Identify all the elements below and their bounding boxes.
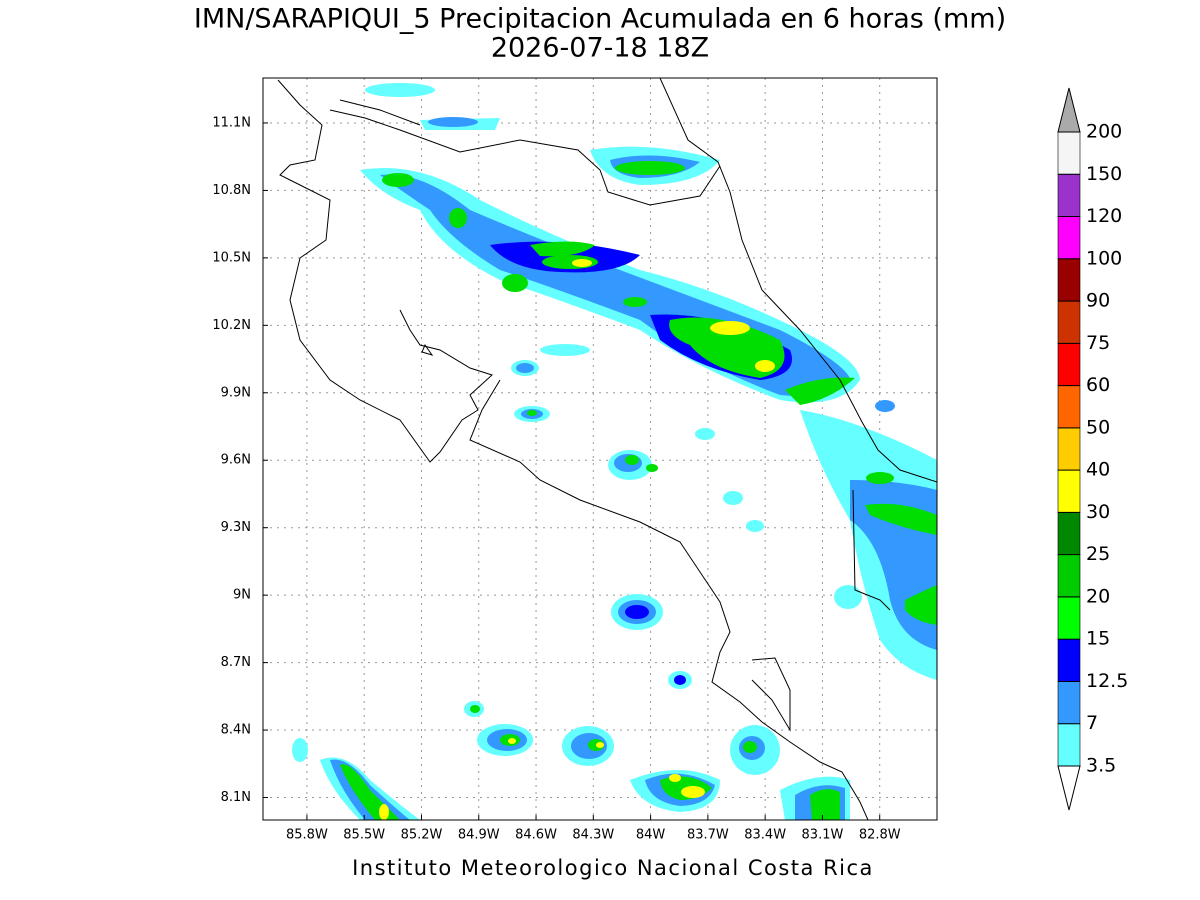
colorbar-label: 100 bbox=[1086, 247, 1122, 269]
colorbar-label: 150 bbox=[1086, 163, 1122, 185]
subtitle: 2026-07-18 18Z bbox=[491, 33, 709, 64]
colorbar-box bbox=[1057, 343, 1081, 386]
title: IMN/SARAPIQUI_5 Precipitacion Acumulada … bbox=[194, 4, 1006, 35]
colorbar-box bbox=[1057, 723, 1081, 767]
precip-field bbox=[292, 83, 937, 820]
y-tick-label: 9.6N bbox=[221, 453, 251, 468]
coastlines bbox=[277, 78, 937, 820]
colorbar-label: 12.5 bbox=[1086, 670, 1128, 692]
x-tick-label: 84.3W bbox=[572, 828, 614, 843]
colorbar-label: 3.5 bbox=[1086, 755, 1116, 777]
x-tick-label: 85.5W bbox=[343, 828, 385, 843]
x-tick-label: 84W bbox=[636, 828, 666, 843]
colorbar-label: 75 bbox=[1086, 332, 1110, 354]
colorbar-box bbox=[1057, 469, 1081, 513]
x-tick-label: 84.6W bbox=[515, 828, 557, 843]
colorbar-box bbox=[1057, 385, 1081, 429]
colorbar-box bbox=[1057, 512, 1081, 555]
colorbar-box bbox=[1057, 173, 1081, 217]
colorbar: 3.5 7 12.5 15 20 25 30 40 50 60 75 90 100 120 150 200 bbox=[1057, 87, 1128, 811]
y-tick-label: 10.5N bbox=[212, 250, 251, 265]
x-tick-label: 83.4W bbox=[744, 828, 786, 843]
x-tick-label: 85.8W bbox=[286, 828, 328, 843]
colorbar-label: 90 bbox=[1086, 290, 1110, 312]
colorbar-box bbox=[1057, 131, 1081, 175]
y-tick-label: 8.1N bbox=[221, 790, 251, 805]
y-tick-label: 10.8N bbox=[212, 183, 251, 198]
y-tick-label: 9.3N bbox=[221, 520, 251, 535]
under-triangle bbox=[1057, 765, 1081, 811]
y-tick-label: 8.4N bbox=[221, 723, 251, 738]
x-tick-label: 84.9W bbox=[458, 828, 500, 843]
colorbar-label: 40 bbox=[1086, 459, 1110, 481]
colorbar-box bbox=[1057, 427, 1081, 471]
colorbar-label: 25 bbox=[1086, 543, 1110, 565]
y-tick-label: 9N bbox=[233, 588, 251, 603]
colorbar-box bbox=[1057, 258, 1081, 302]
x-tick-label: 83.1W bbox=[802, 828, 844, 843]
colorbar-box bbox=[1057, 681, 1081, 725]
x-tick-label: 83.7W bbox=[687, 828, 729, 843]
colorbar-label: 120 bbox=[1086, 205, 1122, 227]
y-tick-label: 10.2N bbox=[212, 318, 251, 333]
colorbar-label: 50 bbox=[1086, 416, 1110, 438]
x-tick-label: 82.8W bbox=[859, 828, 901, 843]
colorbar-box bbox=[1057, 300, 1081, 344]
over-triangle bbox=[1057, 87, 1081, 133]
colorbar-label: 15 bbox=[1086, 628, 1110, 650]
colorbar-label: 7 bbox=[1086, 712, 1098, 734]
y-tick-label: 11.1N bbox=[212, 115, 251, 130]
x-tick-label: 85.2W bbox=[401, 828, 443, 843]
y-tick-label: 9.9N bbox=[221, 385, 251, 400]
colorbar-box bbox=[1057, 554, 1081, 598]
colorbar-label: 200 bbox=[1086, 121, 1122, 143]
colorbar-box bbox=[1057, 638, 1081, 682]
colorbar-box bbox=[1057, 596, 1081, 640]
colorbar-label: 60 bbox=[1086, 374, 1110, 396]
colorbar-label: 30 bbox=[1086, 501, 1110, 523]
credit: Instituto Meteorologico Nacional Costa R… bbox=[352, 856, 874, 880]
map-frame bbox=[262, 77, 938, 821]
colorbar-box bbox=[1057, 216, 1081, 260]
y-tick-label: 8.7N bbox=[221, 655, 251, 670]
colorbar-label: 20 bbox=[1086, 585, 1110, 607]
